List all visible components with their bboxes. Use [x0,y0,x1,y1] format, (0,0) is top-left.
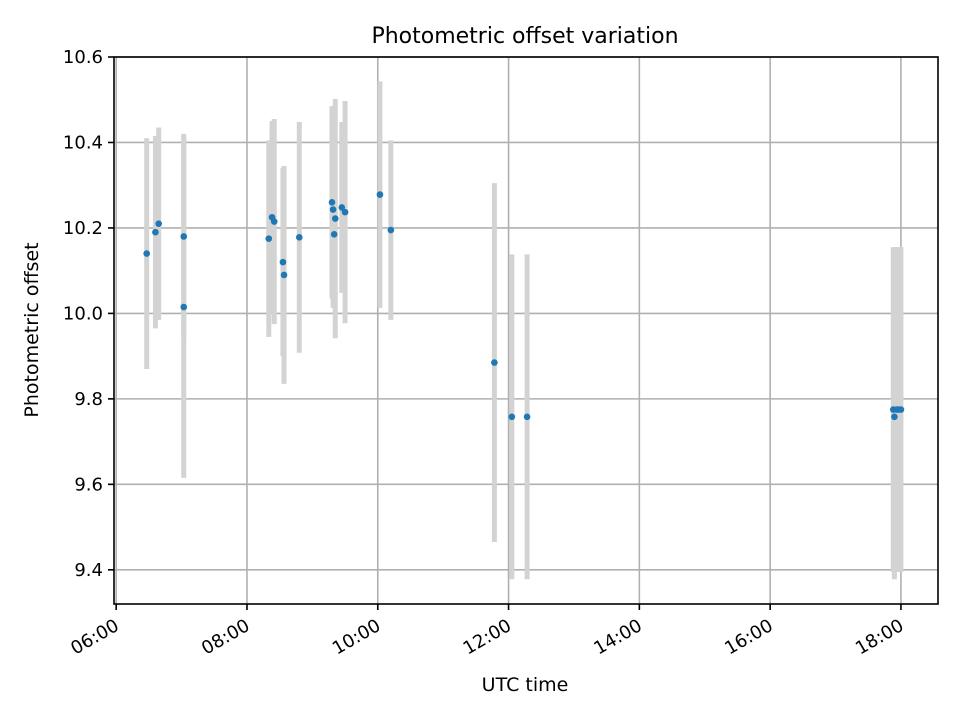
data-point [331,215,339,222]
data-point [376,191,384,198]
data-point [329,206,337,213]
data-point [523,413,531,421]
data-point [508,413,516,421]
data-point [897,406,905,413]
y-tick-label: 9.6 [74,474,103,495]
data-points [143,191,905,421]
y-tick-label: 10.6 [63,47,103,68]
data-point [295,234,303,241]
x-axis-label: UTC time [482,674,569,696]
data-point [491,359,498,366]
data-point [155,220,162,227]
data-point [338,204,346,211]
data-point [265,235,273,242]
data-point [270,218,278,225]
data-point [180,303,188,311]
chart-title: Photometric offset variation [371,24,678,49]
data-point [180,233,188,240]
data-point [387,226,395,234]
data-point [279,258,287,266]
data-point [891,413,898,421]
y-axis-label: Photometric offset [21,242,43,417]
y-tick-label: 9.8 [74,389,103,410]
data-point [341,208,349,216]
data-point [328,198,336,206]
y-axis-ticks: 9.4 9.6 9.8 10.0 10.2 10.4 10.6 [63,47,114,581]
plot-frame [113,56,939,605]
data-point [280,271,288,279]
y-tick-label: 10.2 [63,218,103,239]
y-tick-label: 9.4 [74,560,103,581]
data-point [152,228,159,236]
y-tick-label: 10.4 [63,132,103,153]
data-point [143,250,150,257]
y-tick-label: 10.0 [63,303,103,324]
data-point [330,231,338,238]
